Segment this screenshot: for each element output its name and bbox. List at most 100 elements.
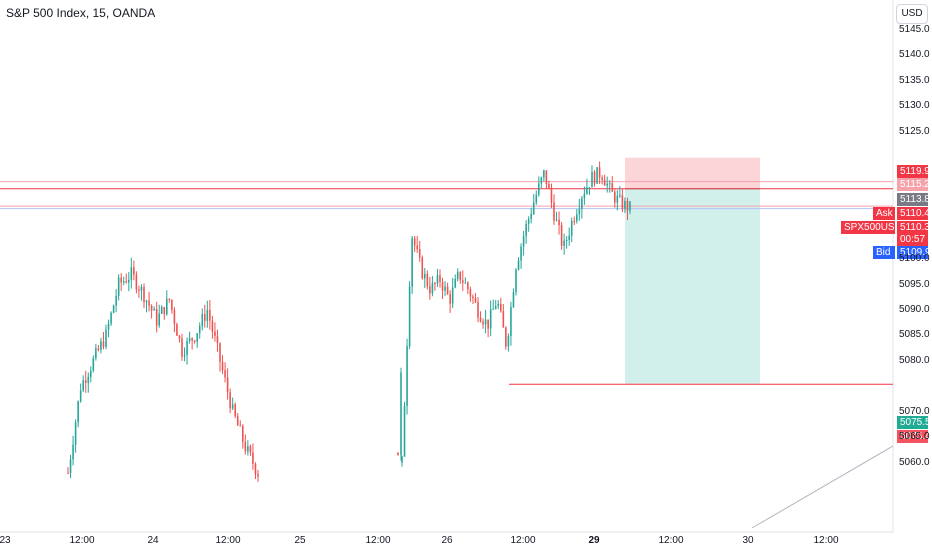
candle-body [231, 404, 234, 409]
time-tick-label: 12:00 [365, 535, 391, 546]
candle-body [540, 177, 543, 184]
price-tick-label: 5145.0 [899, 24, 930, 35]
take-profit-zone [625, 188, 760, 384]
candle-body [224, 370, 226, 378]
candle-body [621, 195, 624, 210]
candle-body [120, 277, 122, 283]
candle-body [160, 306, 163, 314]
candle-body [254, 463, 257, 475]
price-tick-label: 5065.0 [899, 431, 930, 443]
candle-body [462, 280, 464, 283]
candle-body [593, 171, 596, 184]
candle-body [128, 279, 130, 283]
candle-body [100, 341, 102, 350]
candle-body [247, 446, 249, 452]
candle-body [79, 390, 82, 402]
candle-body [176, 324, 178, 336]
price-tick-label: 5095.0 [899, 278, 930, 290]
candle-body [543, 170, 545, 178]
candle-body [133, 267, 135, 275]
candle-body [492, 308, 494, 310]
time-tick-label: 12:00 [813, 535, 839, 546]
candle-body [249, 446, 252, 453]
candle-body [454, 278, 456, 288]
candle-body [191, 338, 193, 341]
time-tick-label: 29 [588, 535, 600, 546]
candle-body [77, 401, 79, 423]
candle-body [416, 245, 418, 250]
time-tick-label: 12:00 [215, 535, 241, 546]
candle-body [226, 377, 229, 393]
candle-body [431, 283, 434, 294]
candle-body [186, 340, 188, 356]
candle-body [82, 380, 84, 391]
candle-body [92, 358, 95, 371]
price-tick-label: 5080.0 [899, 354, 930, 366]
candle-body [112, 305, 115, 313]
candle-body [624, 200, 626, 210]
candle-body [517, 260, 520, 270]
candle-body [239, 425, 242, 427]
candle-body [535, 194, 538, 203]
candle-body [214, 331, 216, 337]
candle-body [413, 238, 416, 246]
candle-body [578, 208, 581, 215]
time-tick-label: 12:00 [658, 535, 684, 546]
candle-body [479, 317, 482, 322]
candle-body [196, 333, 198, 342]
candle-body [505, 327, 507, 347]
candle-body [418, 249, 421, 258]
candle-body [155, 308, 158, 326]
candle-body [84, 380, 87, 383]
candle-body [484, 319, 487, 325]
candle-body [608, 183, 611, 185]
candle-body [408, 286, 411, 347]
symbol-label: SPX500USD [841, 221, 902, 234]
time-tick-label: 30 [742, 535, 754, 546]
last-value-tag: 5110.3 [897, 221, 930, 234]
candle-body [515, 269, 517, 293]
candle-body [522, 236, 525, 247]
candle-body [74, 422, 77, 445]
candle-body [444, 286, 446, 291]
candle-body [97, 348, 100, 350]
candle-body [456, 271, 459, 279]
countdown-tag: 00:57 [897, 233, 928, 246]
candle-body [211, 320, 214, 332]
candle-body [434, 283, 436, 285]
candle-body [150, 305, 153, 311]
candle-body [520, 246, 522, 261]
time-tick-label: 23 [0, 535, 11, 546]
candle-body [603, 179, 606, 186]
candle-body [168, 298, 171, 300]
candle-body [436, 275, 439, 284]
candle-body [487, 319, 489, 329]
candle-body [494, 306, 497, 309]
level-2-tag: 5113.8 [897, 193, 930, 206]
candle-body [72, 444, 74, 460]
candle-body [586, 187, 588, 194]
candle-body [216, 336, 219, 344]
candle-body [105, 329, 107, 347]
currency-button[interactable]: USD [896, 4, 928, 24]
candle-body [576, 214, 578, 222]
candle-body [193, 340, 196, 342]
candle-body [591, 171, 593, 188]
level-1-tag: 5115.2 [897, 178, 930, 191]
candle-body [446, 286, 449, 295]
price-tick-label: 5090.0 [899, 303, 930, 315]
candle-body [581, 198, 583, 209]
candle-body [117, 277, 120, 297]
candle-body [525, 223, 527, 237]
candle-body [135, 274, 138, 290]
candle-body [166, 298, 168, 315]
candle-body [236, 416, 239, 426]
candle-body [403, 405, 406, 457]
candle-body [614, 191, 616, 203]
candle-body [464, 282, 467, 284]
candle-body [510, 307, 512, 337]
target-high-tag: 5119.9 [897, 165, 930, 178]
candle-body [171, 299, 173, 311]
candle-body [482, 321, 484, 325]
